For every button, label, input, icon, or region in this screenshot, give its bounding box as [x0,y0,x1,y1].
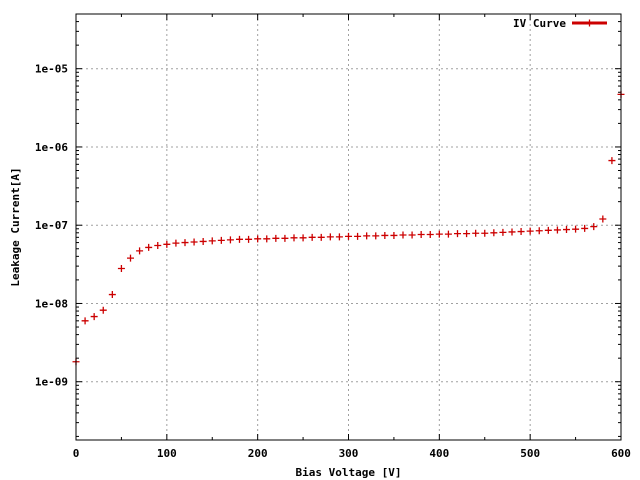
data-point [263,235,271,243]
data-point [317,233,325,241]
data-point [481,229,489,237]
data-point [108,291,116,299]
data-point [508,228,516,236]
data-point [381,231,389,239]
legend-marker-iv-curve [586,19,593,27]
data-point [208,237,216,245]
data-point [145,243,153,251]
data-point [326,233,334,241]
data-point [254,235,262,243]
x-tick-label: 200 [248,447,268,460]
legend-label-iv-curve: IV Curve [513,17,566,30]
data-point [163,240,171,248]
data-point [245,235,253,243]
data-point [117,264,125,272]
y-tick-label: 1e-05 [35,63,68,76]
data-point [226,236,234,244]
data-point [335,233,343,241]
data-point [272,234,280,242]
y-axis-label: Leakage Current[A] [9,167,22,286]
x-axis-label: Bias Voltage [V] [296,466,402,479]
plot-frame [75,13,622,441]
data-point [190,238,198,246]
data-point [408,231,416,239]
data-point [454,230,461,238]
x-tick-label: 0 [73,447,80,460]
data-point [354,232,362,240]
data-point [127,254,134,262]
data-point [444,230,452,238]
data-point [399,231,407,239]
data-point [517,228,525,236]
x-tick-label: 400 [429,447,449,460]
data-point [499,228,507,236]
data-point [372,232,380,240]
data-point [217,236,225,244]
data-point [463,230,471,238]
data-point [599,215,607,223]
data-point [390,231,398,239]
data-point [544,226,552,234]
data-point [281,234,289,242]
data-point [572,225,580,233]
data-point [172,239,180,247]
data-point [535,227,543,235]
x-tick-label: 600 [611,447,631,460]
data-point [490,229,498,237]
data-point [563,226,570,234]
data-points [72,90,625,366]
y-tick-label: 1e-07 [35,219,68,232]
data-point [426,231,434,239]
data-point [154,242,162,250]
data-point [526,227,534,235]
data-point [608,157,616,165]
x-tick-label: 100 [157,447,177,460]
data-point [81,317,89,325]
data-point [290,234,298,242]
data-point [363,232,371,240]
y-tick-label: 1e-06 [35,141,68,154]
data-point [590,223,598,231]
data-point [345,232,352,240]
data-point [308,233,316,241]
legend: IV Curve [513,17,607,30]
data-point [553,226,561,234]
y-tick-label: 1e-09 [35,376,68,389]
x-tick-label: 300 [339,447,359,460]
data-point [435,230,443,238]
data-point [136,247,144,255]
x-tick-label: 500 [520,447,540,460]
data-point [472,229,480,237]
data-point [417,231,425,239]
data-point [581,224,589,232]
data-point [299,234,307,242]
data-point [99,306,107,314]
grid-layer [76,14,621,440]
data-point [199,237,207,245]
data-point [90,313,98,321]
data-point [236,235,243,243]
data-point [181,239,189,247]
y-tick-label: 1e-08 [35,297,68,310]
